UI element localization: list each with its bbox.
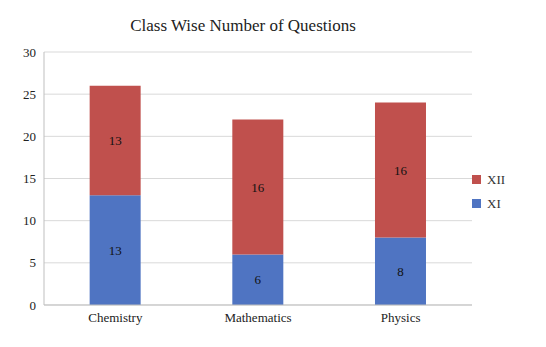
svg-text:0: 0 [30,298,37,313]
svg-text:10: 10 [23,213,36,228]
svg-text:5: 5 [30,255,37,270]
svg-text:13: 13 [109,133,122,148]
svg-text:30: 30 [23,45,36,60]
svg-text:8: 8 [397,264,404,279]
svg-text:13: 13 [109,243,122,258]
svg-text:25: 25 [23,87,36,102]
svg-text:15: 15 [23,171,36,186]
svg-text:Physics: Physics [381,310,421,325]
svg-text:Chemistry: Chemistry [88,310,143,325]
svg-text:16: 16 [251,180,265,195]
svg-text:Mathematics: Mathematics [224,310,291,325]
html-text:Class Wise Number of Questions: Class Wise Number of Questions [130,16,356,35]
html-text:XII: XII [487,171,505,187]
svg-text:16: 16 [394,163,408,178]
svg-text:6: 6 [255,272,262,287]
html-text:XI: XI [487,195,501,211]
svg-text:20: 20 [23,129,36,144]
